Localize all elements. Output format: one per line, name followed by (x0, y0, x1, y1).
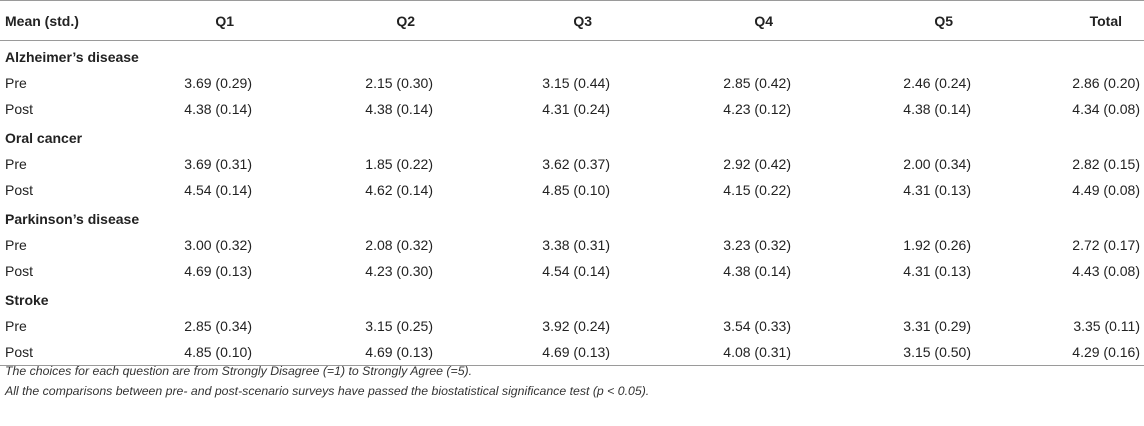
table-row: Pre 3.69 (0.31) 1.85 (0.22) 3.62 (0.37) 2.92… (0, 151, 1144, 177)
row-label: Pre (5, 75, 27, 91)
table-row: Post 4.69 (0.13) 4.23 (0.30) 4.54 (0.14) 4.3… (0, 258, 1144, 284)
table-cell: 4.54 (0.14) (184, 182, 252, 198)
header-cell: Q1 (120, 0, 262, 41)
header-cell: Total (981, 0, 1144, 41)
group-row: Oral cancer (0, 122, 1144, 151)
table-footnotes: The choices for each question are from S… (5, 361, 649, 401)
table-cell: 2.85 (0.42) (723, 75, 791, 91)
table-cell: 3.00 (0.32) (184, 237, 252, 253)
table-cell: 2.86 (0.20) (1072, 75, 1140, 91)
table-row: Pre 3.00 (0.32) 2.08 (0.32) 3.38 (0.31) 3.23… (0, 232, 1144, 258)
table-cell: 4.23 (0.12) (723, 101, 791, 117)
row-label: Post (5, 101, 34, 117)
group-label: Stroke (5, 292, 49, 308)
header-cell: Mean (std.) (0, 0, 120, 41)
table-row: Post 4.38 (0.14) 4.38 (0.14) 4.31 (0.24) 4.2… (0, 96, 1144, 122)
table-cell: 4.15 (0.22) (723, 182, 791, 198)
table-cell: 3.54 (0.33) (723, 318, 791, 334)
table-cell: 2.00 (0.34) (903, 156, 971, 172)
header-cell: Q3 (443, 0, 620, 41)
table-cell: 1.92 (0.26) (903, 237, 971, 253)
row-label: Post (5, 263, 34, 279)
table-cell: 2.85 (0.34) (184, 318, 252, 334)
table-row: Pre 3.69 (0.29) 2.15 (0.30) 3.15 (0.44) 2.85… (0, 70, 1144, 96)
table-row: Post 4.85 (0.10) 4.69 (0.13) 4.69 (0.13) 4.0… (0, 339, 1144, 366)
header-row: Mean (std.) Q1 Q2 Q3 Q4 Q5 Total (0, 0, 1144, 41)
row-label: Post (5, 182, 34, 198)
table-cell: 3.15 (0.50) (801, 339, 981, 366)
table-row: Post 4.54 (0.14) 4.62 (0.14) 4.85 (0.10) 4.1… (0, 177, 1144, 203)
table-cell: 4.34 (0.08) (1072, 101, 1140, 117)
table-cell: 2.15 (0.30) (365, 75, 433, 91)
table-cell: 4.43 (0.08) (1072, 263, 1140, 279)
results-table: Mean (std.) Q1 Q2 Q3 Q4 Q5 Total Alzheim… (0, 0, 1144, 366)
table-cell: 4.69 (0.13) (262, 339, 443, 366)
row-label: Post (0, 339, 120, 366)
table-cell: 2.92 (0.42) (723, 156, 791, 172)
table-cell: 4.08 (0.31) (620, 339, 801, 366)
header-cell: Q2 (262, 0, 443, 41)
table-cell: 3.92 (0.24) (542, 318, 610, 334)
table-header: Mean (std.) Q1 Q2 Q3 Q4 Q5 Total (0, 0, 1144, 41)
header-cell: Q5 (801, 0, 981, 41)
table-cell: 4.62 (0.14) (365, 182, 433, 198)
table-cell: 4.29 (0.16) (981, 339, 1144, 366)
table-cell: 4.23 (0.30) (365, 263, 433, 279)
group-row: Stroke (0, 284, 1144, 313)
table-cell: 3.38 (0.31) (542, 237, 610, 253)
table-cell: 4.31 (0.24) (542, 101, 610, 117)
table-cell: 4.85 (0.10) (542, 182, 610, 198)
table-cell: 2.08 (0.32) (365, 237, 433, 253)
table-cell: 4.38 (0.14) (365, 101, 433, 117)
group-row: Parkinson’s disease (0, 203, 1144, 232)
table-cell: 4.38 (0.14) (903, 101, 971, 117)
table-cell: 2.82 (0.15) (1072, 156, 1140, 172)
footnote: All the comparisons between pre- and pos… (5, 384, 650, 398)
table-cell: 4.85 (0.10) (120, 339, 262, 366)
table-cell: 2.72 (0.17) (1072, 237, 1140, 253)
table-cell: 4.49 (0.08) (1072, 182, 1140, 198)
group-label: Parkinson’s disease (5, 211, 140, 227)
row-label: Pre (5, 156, 27, 172)
table-cell: 4.69 (0.13) (184, 263, 252, 279)
footnote: The choices for each question are from S… (5, 364, 473, 378)
table-cell: 3.69 (0.29) (184, 75, 252, 91)
table-cell: 3.23 (0.32) (723, 237, 791, 253)
table-cell: 3.15 (0.25) (365, 318, 433, 334)
row-label: Pre (5, 318, 27, 334)
table-cell: 2.46 (0.24) (903, 75, 971, 91)
table-row: Pre 2.85 (0.34) 3.15 (0.25) 3.92 (0.24) 3.54… (0, 313, 1144, 339)
table-body: Alzheimer’s disease Pre 3.69 (0.29) 2.15 (0… (0, 41, 1144, 366)
table-cell: 3.31 (0.29) (903, 318, 971, 334)
header-cell: Q4 (620, 0, 801, 41)
table-cell: 4.38 (0.14) (723, 263, 791, 279)
row-label: Pre (5, 237, 27, 253)
group-label: Alzheimer’s disease (5, 49, 139, 65)
table-cell: 3.15 (0.44) (542, 75, 610, 91)
group-label: Oral cancer (5, 130, 83, 146)
table-cell: 4.54 (0.14) (542, 263, 610, 279)
table-cell: 4.69 (0.13) (443, 339, 620, 366)
table-cell: 4.31 (0.13) (903, 182, 971, 198)
table-cell: 1.85 (0.22) (365, 156, 433, 172)
table-cell: 4.31 (0.13) (903, 263, 971, 279)
group-row: Alzheimer’s disease (0, 41, 1144, 71)
table-cell: 4.38 (0.14) (184, 101, 252, 117)
table-cell: 3.35 (0.11) (1073, 318, 1140, 334)
table-cell: 3.62 (0.37) (542, 156, 610, 172)
table-cell: 3.69 (0.31) (184, 156, 252, 172)
